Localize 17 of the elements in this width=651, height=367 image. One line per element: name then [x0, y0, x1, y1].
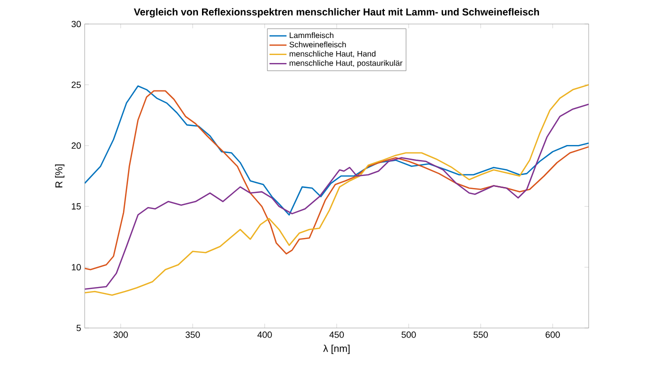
x-axis-title: λ [nm]	[323, 344, 350, 354]
y-tick-label: 25	[72, 82, 81, 88]
x-tick-label: 350	[186, 332, 200, 338]
y-tick-label: 10	[72, 264, 81, 270]
x-tick-label: 400	[257, 332, 272, 338]
y-axis-title: R [%]	[55, 164, 64, 188]
x-tick-label: 300	[114, 332, 128, 338]
x-tick-label: 600	[546, 332, 560, 338]
y-tick-label: 15	[72, 203, 81, 210]
y-tick-label: 30	[72, 20, 81, 28]
line-series	[84, 85, 589, 216]
chart-title: Vergleich von Reflexionsspektren menschlicher Haut mit Lamm- und Schweinefleisch	[134, 8, 539, 18]
y-tick-label: 20	[72, 142, 81, 149]
y-tick-label: 5	[76, 324, 81, 332]
x-tick-label: 500	[402, 332, 416, 338]
x-tick-label: 450	[329, 332, 344, 338]
x-tick-label: 550	[474, 332, 488, 338]
